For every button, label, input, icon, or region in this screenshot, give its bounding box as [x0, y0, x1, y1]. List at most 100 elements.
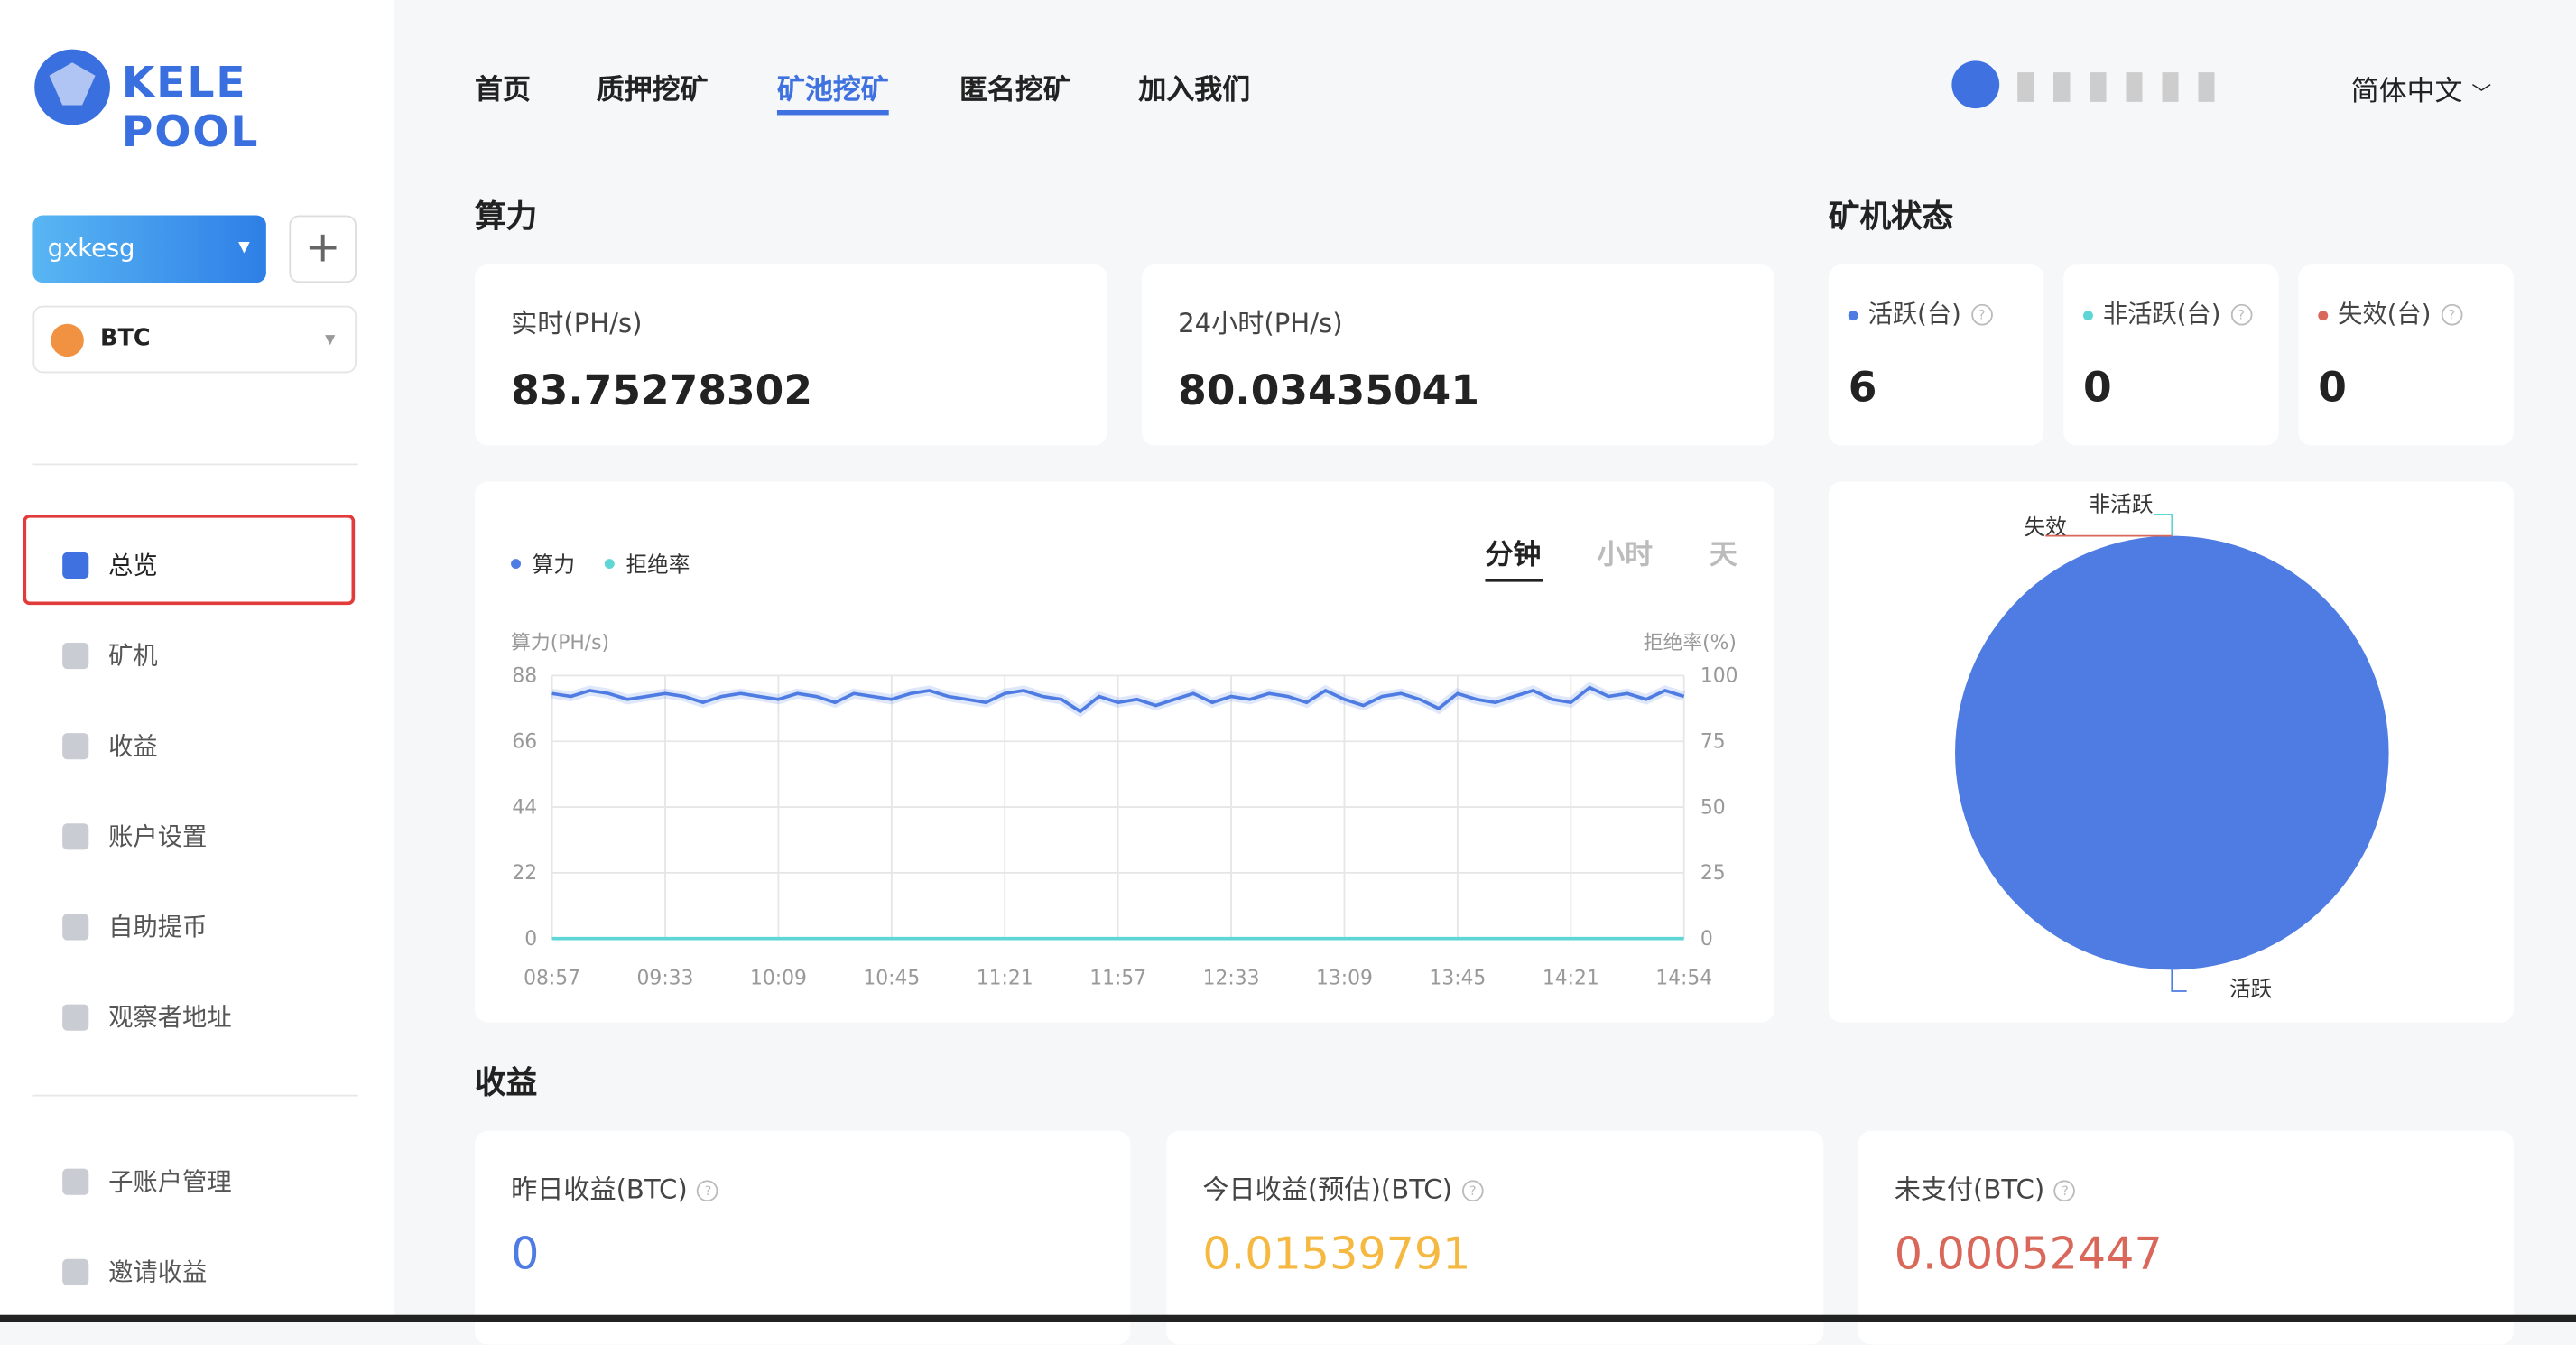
y2-tick-label: 0 — [1700, 928, 1713, 951]
earning-card: 今日收益(预估)(BTC)? 0.01539791 — [1166, 1130, 1824, 1345]
nav-link[interactable]: 首页 — [475, 73, 531, 107]
x-tick-label: 13:45 — [1429, 968, 1486, 990]
legend-marker — [511, 559, 522, 570]
add-account[interactable]: + — [289, 215, 357, 283]
bottom-bar — [0, 1314, 2576, 1322]
miner-label: 非活跃(台)? — [2083, 296, 2252, 330]
y2-tick-label: 75 — [1700, 731, 1726, 754]
menu-label: 观察者地址 — [108, 1002, 232, 1033]
logo-text: KELE POOL — [121, 59, 260, 158]
miner-value: 0 — [2318, 363, 2347, 412]
earning-label-text: 未支付(BTC) — [1894, 1173, 2045, 1205]
menu-item[interactable]: 矿机 — [62, 638, 158, 672]
menu-label: 收益 — [108, 731, 158, 762]
leader-line — [2154, 514, 2173, 536]
stat-value: 80.03435041 — [1178, 366, 1480, 414]
menu-item[interactable]: 账户设置 — [62, 819, 207, 853]
legend-marker — [604, 559, 615, 570]
y-tick-label: 0 — [524, 928, 537, 951]
miner-label-text: 活跃(台) — [1867, 299, 1961, 329]
x-tick-label: 09:33 — [637, 968, 694, 990]
x-tick-label: 11:57 — [1089, 968, 1146, 990]
y2-axis-label: 拒绝率(%) — [1644, 632, 1737, 654]
earning-label: 今日收益(预估)(BTC)? — [1202, 1167, 1484, 1207]
y-tick-label: 44 — [512, 796, 537, 819]
menu-item[interactable]: 子账户管理 — [62, 1164, 232, 1198]
y2-tick-label: 100 — [1700, 665, 1738, 688]
menu-item[interactable]: 总览 — [62, 547, 158, 581]
menu-item[interactable]: 邀请收益 — [62, 1254, 207, 1288]
menu-item[interactable]: 观察者地址 — [62, 999, 232, 1034]
legend-label: 算力 — [533, 552, 575, 578]
y-tick-label: 22 — [512, 862, 537, 885]
pie-card: 活跃 非活跃 失效 — [1828, 481, 2514, 1023]
miner-label-text: 失效(台) — [2338, 299, 2432, 329]
y-tick-label: 66 — [512, 731, 537, 754]
miner-card: 非活跃(台)? 0 — [2063, 264, 2279, 446]
section-title: 算力 — [475, 199, 538, 236]
coin-name: BTC — [100, 325, 151, 352]
menu-item[interactable]: 收益 — [62, 728, 158, 763]
username-blurred — [2017, 72, 2231, 102]
menu-label: 总览 — [108, 551, 158, 580]
x-tick-label: 14:54 — [1655, 968, 1712, 990]
series-line — [551, 685, 1685, 714]
y2-tick-label: 50 — [1700, 796, 1726, 819]
coin-select[interactable]: BTC ▼ — [32, 305, 357, 374]
logo-icon — [34, 49, 110, 125]
x-tick-label: 14:21 — [1543, 968, 1599, 990]
x-tick-label: 08:57 — [524, 968, 580, 990]
earning-label: 昨日收益(BTC)? — [511, 1167, 719, 1207]
menu-label: 账户设置 — [108, 821, 208, 852]
x-tick-label: 10:45 — [863, 968, 920, 990]
time-tab[interactable]: 小时 — [1597, 539, 1653, 571]
stat-label: 24小时(PH/s) — [1178, 307, 1343, 339]
time-tab[interactable]: 天 — [1710, 539, 1737, 571]
avatar[interactable] — [1951, 60, 2000, 109]
account-select[interactable]: gxkesg ▼ — [32, 215, 266, 283]
section-title: 矿机状态 — [1828, 199, 1954, 236]
pie-slice — [1955, 535, 2389, 970]
language-select[interactable]: 简体中文 ﹀ — [2350, 75, 2492, 109]
account-name: gxkesg — [47, 233, 135, 264]
pie-label: 非活跃 — [2089, 491, 2153, 516]
x-tick-label: 13:09 — [1316, 968, 1373, 990]
earning-card: 昨日收益(BTC)? 0 — [475, 1130, 1131, 1345]
earning-label-text: 今日收益(预估)(BTC) — [1202, 1173, 1452, 1205]
line-chart: 0 22 44 66 88 0 25 50 75 100 08:57 09:33 10:09 10:45 1… — [511, 539, 1738, 990]
y-tick-label: 88 — [512, 665, 537, 688]
earning-label-text: 昨日收益(BTC) — [511, 1173, 688, 1205]
nav-link[interactable]: 质押挖矿 — [596, 73, 709, 107]
menu-label: 邀请收益 — [108, 1257, 208, 1287]
miner-label: 失效(台)? — [2318, 296, 2462, 330]
earning-value: 0.01539791 — [1202, 1229, 1471, 1281]
nav-link-active[interactable]: 矿池挖矿 — [776, 66, 889, 116]
menu-label: 子账户管理 — [108, 1166, 232, 1197]
x-tick-label: 10:09 — [750, 968, 807, 990]
x-tick-label: 12:33 — [1203, 968, 1260, 990]
y2-tick-label: 25 — [1700, 862, 1726, 885]
time-tab[interactable]: 分钟 — [1485, 539, 1541, 571]
language-label: 简体中文 — [2350, 75, 2463, 109]
legend-label: 拒绝率 — [625, 552, 690, 578]
miner-card: 活跃(台)? 6 — [1828, 264, 2044, 446]
pie-label: 活跃 — [2229, 976, 2273, 1001]
y-axis-label: 算力(PH/s) — [511, 632, 609, 654]
nav-link[interactable]: 匿名挖矿 — [959, 73, 1071, 107]
miner-label-text: 非活跃(台) — [2102, 299, 2221, 329]
miner-value: 0 — [2083, 363, 2112, 412]
selected-highlight — [23, 514, 356, 606]
earning-value: 0.00052447 — [1894, 1229, 2163, 1281]
menu-item[interactable]: 自助提币 — [62, 909, 207, 943]
miner-value: 6 — [1848, 363, 1877, 412]
nav-link[interactable]: 加入我们 — [1138, 73, 1251, 107]
miner-card: 失效(台)? 0 — [2298, 264, 2514, 446]
earning-card: 未支付(BTC)? 0.00052447 — [1858, 1130, 2514, 1345]
leader-line — [2171, 969, 2187, 992]
stat-label: 实时(PH/s) — [511, 307, 643, 339]
section-title: 收益 — [475, 1064, 538, 1102]
earning-value: 0 — [511, 1229, 540, 1281]
stat-card: 实时(PH/s) 83.75278302 — [475, 264, 1107, 446]
